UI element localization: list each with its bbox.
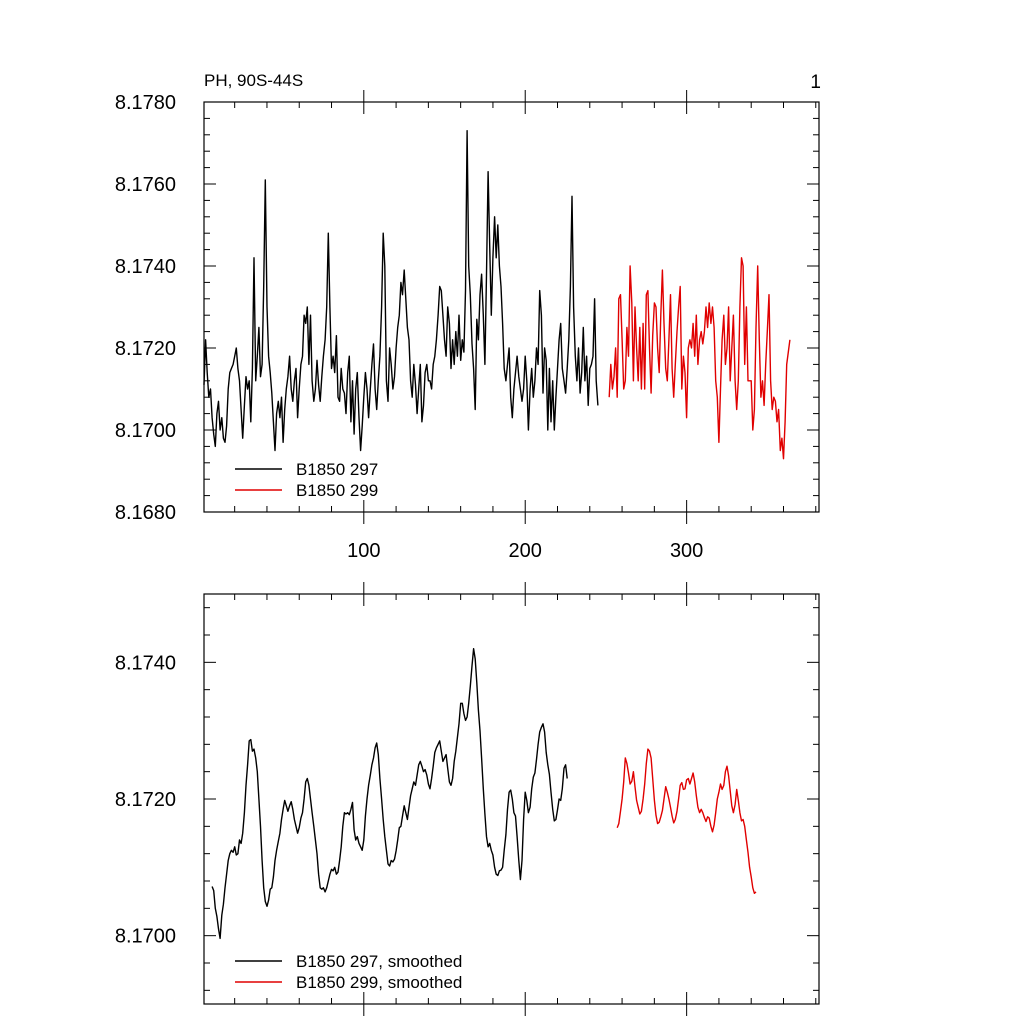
y-tick-label: 8.1720 (115, 338, 176, 360)
legend-top: B1850 297 B1850 299 (235, 460, 378, 500)
series-line-b1850-299 (608, 257, 791, 460)
legend-label-b1850-297: B1850 297 (296, 460, 378, 479)
series-line-b1850-299-smoothed (616, 748, 757, 894)
panel-label: 1 (810, 72, 821, 93)
x-tick-label: 200 (509, 540, 542, 562)
bottom-panel: 8.1700 8.1720 8.1740 B1850 297, smoothed B… (115, 582, 820, 1016)
y-tick-labels-bottom: 8.1700 8.1720 8.1740 (115, 652, 176, 947)
top-panel: 8.1680 8.1700 8.1720 8.1740 8.1760 8.1780 100… (115, 71, 821, 562)
x-tick-label: 300 (670, 540, 703, 562)
series-group-bottom (211, 648, 757, 940)
y-tick-label: 8.1680 (115, 502, 176, 524)
y-tick-labels-top: 8.1680 8.1700 8.1720 8.1740 8.1760 8.1780 (115, 92, 176, 524)
legend-label-b1850-299-smoothed: B1850 299, smoothed (296, 973, 462, 992)
legend-label-b1850-297-smoothed: B1850 297, smoothed (296, 952, 462, 971)
series-group-top (203, 129, 791, 460)
y-tick-label: 8.1700 (115, 926, 176, 948)
x-tick-label: 100 (347, 540, 380, 562)
tick-marks-top (204, 90, 819, 524)
y-tick-label: 8.1720 (115, 789, 176, 811)
legend-bottom: B1850 297, smoothed B1850 299, smoothed (235, 952, 462, 992)
x-tick-labels-top: 100 200 300 (347, 540, 703, 562)
y-tick-label: 8.1780 (115, 92, 176, 114)
tick-marks-bottom (204, 582, 819, 1016)
y-tick-label: 8.1760 (115, 174, 176, 196)
y-tick-label: 8.1700 (115, 420, 176, 442)
plot-frame-top (203, 101, 820, 513)
plot-frame-bottom (203, 593, 820, 1005)
chart-title: PH, 90S-44S (204, 71, 303, 90)
legend-label-b1850-299: B1850 299 (296, 481, 378, 500)
y-tick-label: 8.1740 (115, 256, 176, 278)
y-tick-label: 8.1740 (115, 652, 176, 674)
series-line-b1850-297 (203, 129, 599, 452)
series-line-b1850-297-smoothed (211, 648, 568, 940)
